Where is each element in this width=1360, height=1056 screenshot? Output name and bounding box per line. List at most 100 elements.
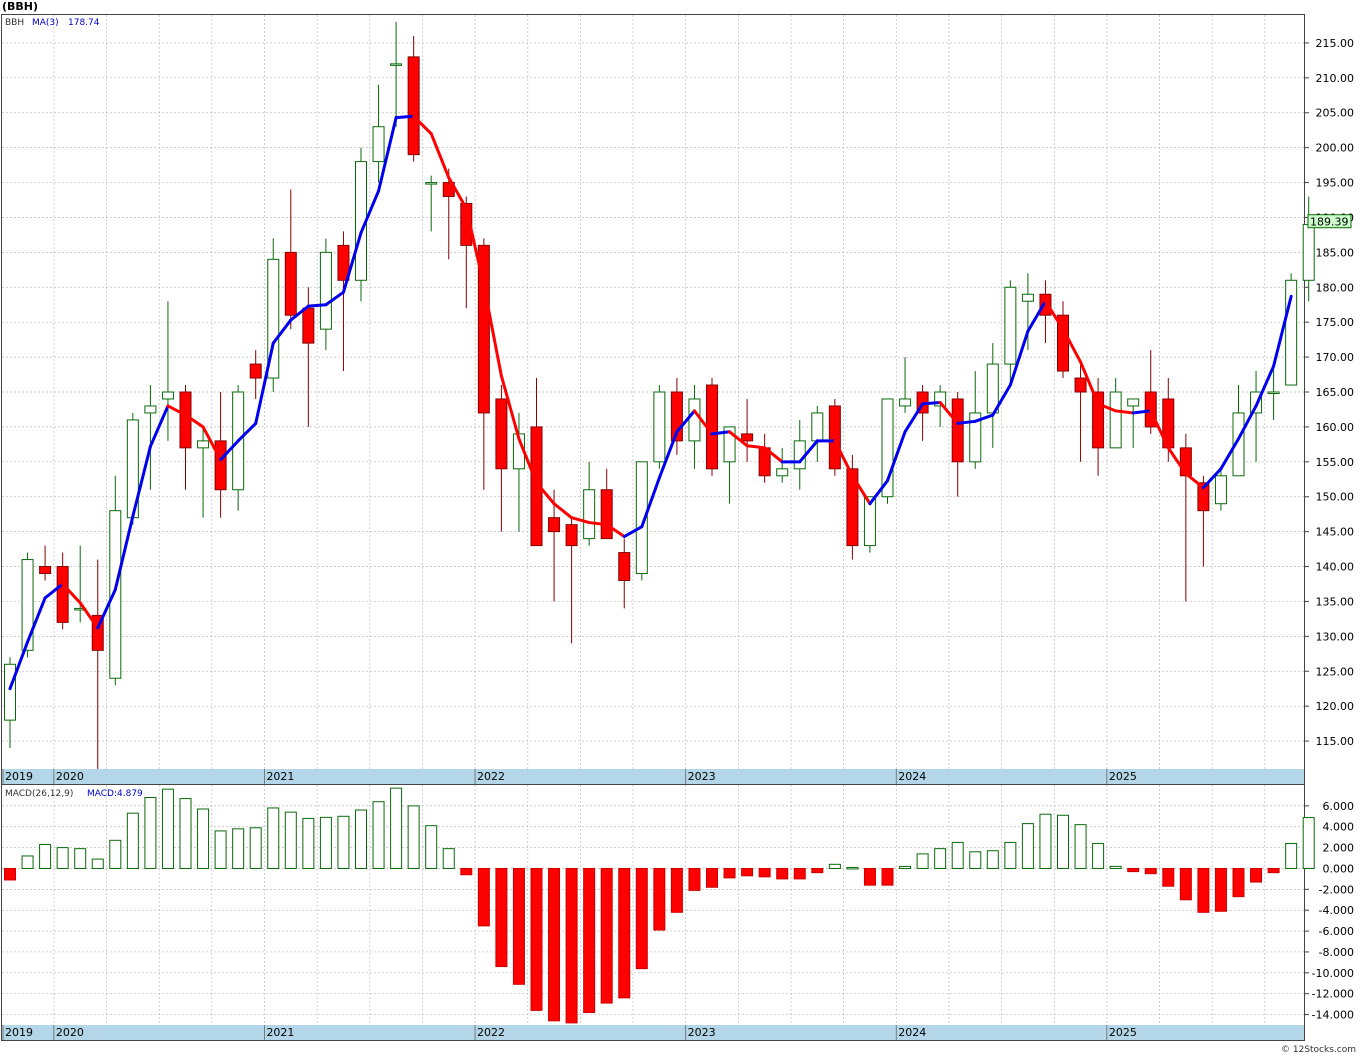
chart-title: (BBH) (2, 0, 38, 13)
year-label: 2020 (56, 1026, 84, 1039)
ma-segment (464, 206, 486, 287)
candle-down (302, 287, 315, 427)
ma-segment (1096, 402, 1118, 413)
candle-down (1092, 378, 1105, 476)
ma-segment (236, 421, 258, 443)
ma-segment (499, 374, 521, 441)
price-y-tick-label: 150.00 (1316, 491, 1355, 504)
candle-down (1074, 364, 1087, 462)
ma-segment (219, 439, 240, 462)
ma-segment (271, 318, 293, 345)
macd-bar-negative (1250, 867, 1263, 883)
ma-segment (535, 481, 556, 506)
candle-up (899, 357, 912, 413)
candle-body (109, 510, 122, 679)
candle-body (530, 426, 543, 547)
candle-up (390, 21, 403, 127)
macd-date-band (2, 1025, 1304, 1040)
macd-bar-positive (179, 798, 192, 869)
candle-down (618, 538, 631, 609)
year-label: 2022 (477, 1026, 505, 1039)
candle-up (1267, 364, 1280, 420)
price-y-tick-label: 205.00 (1316, 107, 1355, 120)
macd-bar-positive (1285, 842, 1298, 869)
price-y-tick-label: 160.00 (1316, 421, 1355, 434)
price-y-axis: 215.00210.00205.00200.00195.00190.00185.… (1304, 37, 1354, 748)
macd-bar-negative (1214, 867, 1227, 912)
macd-bar-positive (1021, 823, 1034, 869)
ma-segment (1079, 360, 1100, 406)
candle-down (670, 378, 683, 455)
candle-body (670, 391, 683, 442)
candle-up (267, 238, 280, 392)
candle-up (1127, 398, 1140, 448)
candle-body (214, 440, 227, 491)
year-label: 2024 (898, 770, 926, 783)
candle-down (600, 468, 613, 540)
macd-bar-positive (337, 815, 350, 869)
ma-segment (833, 439, 854, 478)
macd-bar-negative (741, 867, 754, 877)
candle-body (565, 524, 578, 547)
candle-body (723, 426, 736, 463)
macd-bar-negative (477, 867, 490, 927)
macd-y-tick-label: 0.000 (1323, 862, 1355, 875)
macd-bar-positive (74, 848, 87, 869)
candle-up (635, 461, 648, 581)
ma-segment (412, 114, 433, 136)
candle-body (969, 412, 982, 463)
macd-bar-positive (126, 812, 139, 869)
price-y-tick-label: 215.00 (1316, 37, 1355, 50)
candle-up (197, 426, 210, 518)
ma-segment (991, 383, 1012, 417)
candle-body (144, 405, 157, 414)
year-label: 2022 (477, 770, 505, 783)
macd-bar-positive (197, 808, 210, 869)
macd-bar-positive (21, 855, 34, 869)
candle-body (899, 398, 912, 407)
candle-down (56, 552, 69, 630)
macd-legend-name: MACD(26,12,9) (5, 789, 73, 799)
candle-body (390, 63, 403, 66)
macd-bar-negative (583, 867, 596, 1013)
year-label: 2023 (688, 770, 716, 783)
ma-segment (148, 404, 170, 448)
ma-segment (429, 132, 451, 180)
macd-bar-positive (91, 858, 104, 869)
year-label: 2021 (266, 770, 294, 783)
macd-y-tick-label: -10.000 (1312, 967, 1354, 980)
ma-segment (184, 413, 205, 429)
candle-down (828, 398, 841, 476)
candle-body (741, 433, 754, 442)
macd-bar-positive (1074, 824, 1087, 869)
price-y-tick-label: 125.00 (1316, 665, 1355, 678)
ma-segment (447, 176, 468, 210)
candle-up (144, 385, 157, 490)
candle-body (1232, 412, 1245, 477)
ma-segment (622, 525, 644, 539)
year-label: 2020 (56, 770, 84, 783)
macd-bar-positive (899, 865, 912, 869)
candle-body (39, 566, 52, 575)
candle-body (372, 126, 385, 163)
macd-bar-negative (565, 867, 578, 1024)
macd-x-axis-labels: 2019 2020 2021 2022 2023 2024 2025 (2, 1025, 1137, 1040)
macd-legend-value: MACD:4.879 (87, 789, 143, 799)
ma-segment (973, 413, 995, 423)
macd-bar-positive (109, 839, 122, 869)
candle-body (583, 489, 596, 540)
candle-body (1109, 391, 1122, 449)
candle-down (565, 517, 578, 644)
macd-bar-negative (776, 867, 789, 880)
ma-segment (1201, 467, 1223, 490)
ma-segment (570, 516, 591, 525)
candle-up (1285, 273, 1298, 386)
candle-up (1109, 378, 1122, 449)
candle-body (161, 391, 174, 400)
macd-bar-positive (951, 841, 964, 869)
candle-body (337, 244, 350, 281)
macd-bar-negative (1232, 867, 1245, 898)
candle-body (249, 363, 262, 379)
candle-body (425, 182, 438, 185)
legend-symbol: BBH (5, 18, 24, 28)
